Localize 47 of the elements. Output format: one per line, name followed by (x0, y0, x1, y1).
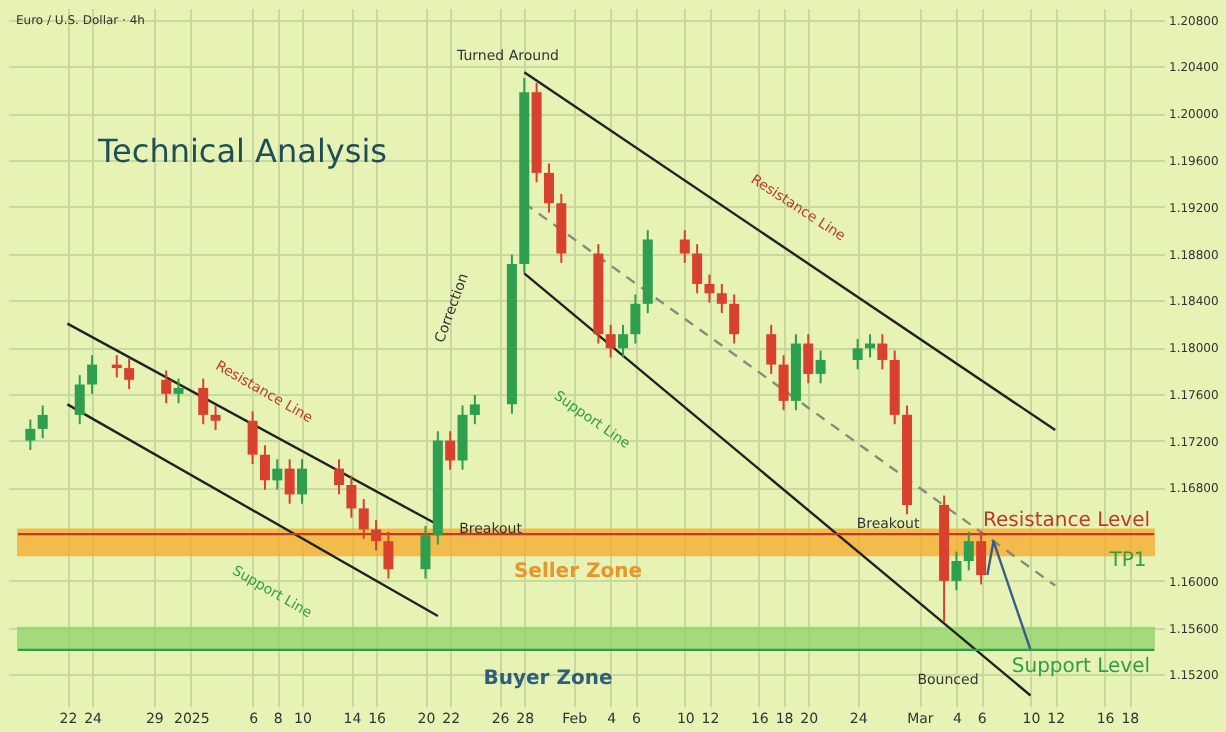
ref-line-label: Resistance Level (983, 510, 1150, 533)
candlestick (469, 394, 480, 426)
candlestick (605, 323, 616, 359)
candlestick (37, 404, 48, 440)
band-label: Seller Zone (513, 561, 643, 584)
candlestick (297, 458, 307, 505)
candlestick (618, 323, 629, 359)
candlestick (704, 273, 715, 304)
candlestick (457, 404, 468, 471)
candlestick (334, 458, 345, 496)
candlestick (778, 354, 789, 412)
candlestick (877, 333, 888, 371)
candlestick (259, 444, 270, 491)
candlestick (716, 282, 727, 315)
candlestick (161, 369, 172, 405)
candlestick (766, 323, 777, 375)
candlestick (371, 519, 382, 552)
candlestick (74, 374, 85, 426)
candlestick (692, 243, 703, 295)
candlestick (383, 530, 394, 580)
candlestick (445, 430, 456, 471)
annotation: TP1 (1107, 550, 1147, 572)
candlestick (543, 162, 554, 214)
candlestick (124, 357, 135, 391)
candlestick (247, 410, 258, 465)
band-label: Buyer Zone (483, 667, 613, 690)
candlestick (25, 418, 36, 451)
candlestick (420, 524, 431, 580)
candlestick (284, 458, 295, 505)
candlestick (210, 404, 221, 432)
candlestick (173, 377, 184, 405)
ref-line-label: Support Level (1011, 655, 1150, 678)
candlestick (803, 333, 814, 385)
candlestick (346, 474, 357, 519)
candlestick (679, 229, 690, 264)
candlestick (852, 337, 863, 371)
candlestick (630, 293, 641, 345)
candlestick (198, 377, 209, 426)
candlestick (87, 354, 98, 395)
candlestick (976, 530, 987, 586)
candlestick (951, 550, 962, 592)
candlestick (272, 458, 283, 491)
text: Technical Analysis (96, 132, 387, 170)
candlestick (358, 498, 369, 540)
candlestick (815, 349, 826, 385)
candlestick (963, 530, 974, 572)
candlestick (729, 293, 740, 345)
